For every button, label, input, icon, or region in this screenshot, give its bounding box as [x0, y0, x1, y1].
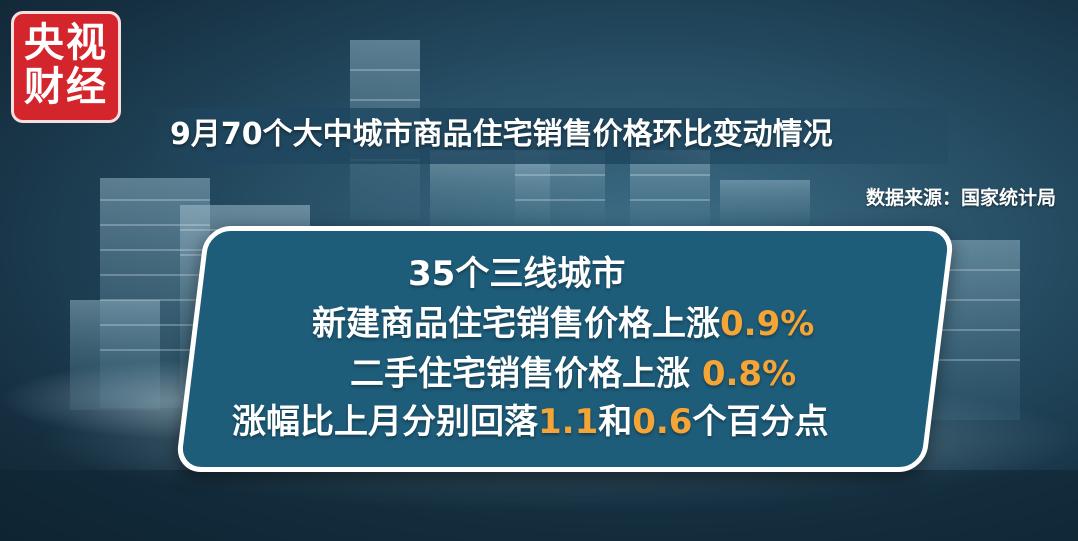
new-housing-price-text: 新建商品住宅销售价格上涨 — [312, 304, 720, 344]
new-housing-price-value: 0.9% — [720, 304, 815, 344]
title-bar — [148, 108, 948, 164]
growth-decline-value-a: 1.1 — [538, 402, 599, 442]
growth-decline-line: 涨幅比上月分别回落1.1和0.6个百分点 — [232, 400, 828, 444]
new-housing-price-line: 新建商品住宅销售价格上涨0.9% — [312, 302, 814, 346]
panel-heading: 35个三线城市 — [408, 254, 626, 294]
logo-line-1: 央视 — [24, 20, 108, 66]
logo-line-2: 财经 — [24, 64, 108, 110]
growth-decline-text-c: 个百分点 — [692, 402, 829, 442]
second-hand-price-line: 二手住宅销售价格上涨 0.8% — [350, 352, 796, 396]
page-title: 9月70个大中城市商品住宅销售价格环比变动情况 — [170, 117, 833, 152]
cctv-finance-logo: 央视 财经 — [11, 11, 121, 123]
growth-decline-text-b: 和 — [598, 402, 633, 442]
data-source-label: 数据来源：国家统计局 — [865, 187, 1056, 209]
second-hand-price-text: 二手住宅销售价格上涨 — [350, 354, 702, 394]
second-hand-price-value: 0.8% — [701, 354, 797, 394]
growth-decline-value-b: 0.6 — [632, 402, 693, 442]
growth-decline-text-a: 涨幅比上月分别回落 — [232, 402, 538, 442]
